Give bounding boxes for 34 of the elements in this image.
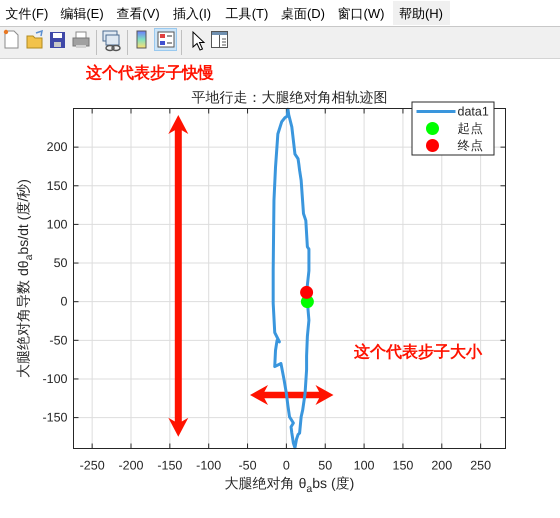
y-tick-label: 50 xyxy=(54,256,68,270)
y-tick-label: -50 xyxy=(49,333,68,348)
x-tick-label: 100 xyxy=(354,458,375,472)
chart-title: 平地行走：大腿绝对角相轨迹图 xyxy=(192,89,388,105)
x-tick-label: 0 xyxy=(282,458,290,472)
text: 编辑(E) xyxy=(60,6,104,20)
y-tick-label: 200 xyxy=(46,140,68,154)
x-tick-label: 150 xyxy=(392,458,414,472)
legend-label: 起点 xyxy=(458,122,484,136)
x-axis-title: 大腿绝对角 θ$_{a}$bs (度) xyxy=(224,475,354,495)
x-tick-label: -200 xyxy=(118,458,144,472)
y-tick-label: 150 xyxy=(46,178,68,193)
x-tick-label: -250 xyxy=(80,458,105,472)
x-tick-label: -100 xyxy=(196,458,222,472)
text: 桌面(D) xyxy=(280,6,326,20)
text: 查看(V) xyxy=(116,6,160,20)
legend-label: 终点 xyxy=(458,138,484,152)
y-tick-label: -150 xyxy=(42,410,68,425)
legend-label: data1 xyxy=(458,104,489,118)
text: 工具(T) xyxy=(226,6,268,20)
x-tick-label: 250 xyxy=(470,458,492,472)
text: 这个代表步子快慢 xyxy=(85,64,214,82)
x-tick-label: 200 xyxy=(431,458,452,472)
x-tick-label: 50 xyxy=(318,458,332,472)
x-tick-label: -150 xyxy=(157,458,182,472)
y-tick-label: 0 xyxy=(60,294,68,309)
text: 窗口(W) xyxy=(338,6,384,20)
y-tick-label: 100 xyxy=(46,217,68,232)
text: 帮助(H) xyxy=(398,6,444,20)
x-tick-label: -50 xyxy=(238,458,257,472)
y-tick-label: -100 xyxy=(42,372,68,386)
text: 插入(I) xyxy=(172,6,212,20)
annotation: 这个代表步子大小 xyxy=(353,342,483,360)
text: 文件(F) xyxy=(6,6,48,20)
